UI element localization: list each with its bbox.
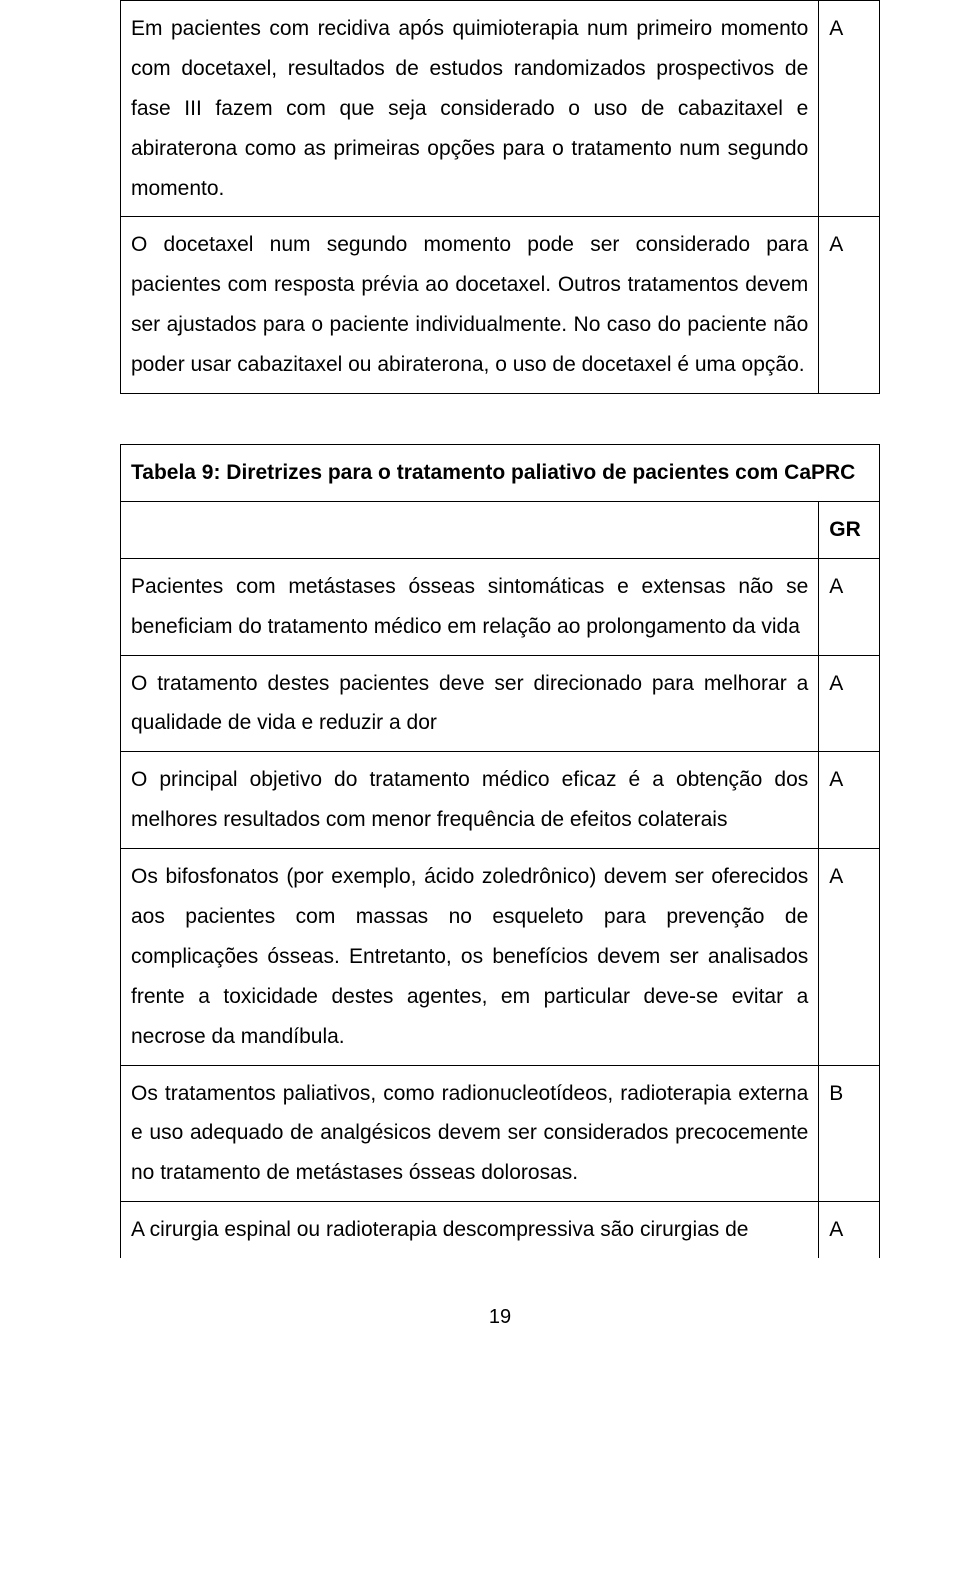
table-row: A cirurgia espinal ou radioterapia desco… <box>121 1202 880 1258</box>
row-text: A cirurgia espinal ou radioterapia desco… <box>121 1202 819 1258</box>
row-grade: A <box>819 217 880 394</box>
row-text: Os bifosfonatos (por exemplo, ácido zole… <box>121 849 819 1065</box>
table-row: Pacientes com metástases ósseas sintomát… <box>121 558 880 655</box>
row-text: Em pacientes com recidiva após quimioter… <box>121 1 819 217</box>
table-row: O principal objetivo do tratamento médic… <box>121 752 880 849</box>
row-grade: A <box>819 558 880 655</box>
page-number: 19 <box>120 1298 880 1336</box>
table-row: O docetaxel num segundo momento pode ser… <box>121 217 880 394</box>
row-grade: A <box>819 1202 880 1258</box>
empty-header <box>121 501 819 558</box>
table-title-row: Tabela 9: Diretrizes para o tratamento p… <box>121 445 880 502</box>
table-9: Tabela 9: Diretrizes para o tratamento p… <box>120 444 880 1258</box>
table-row: Em pacientes com recidiva após quimioter… <box>121 1 880 217</box>
table-row: Os tratamentos paliativos, como radionuc… <box>121 1065 880 1202</box>
table-continuation: Em pacientes com recidiva após quimioter… <box>120 0 880 394</box>
table-header-row: GR <box>121 501 880 558</box>
row-text: Os tratamentos paliativos, como radionuc… <box>121 1065 819 1202</box>
row-grade: A <box>819 752 880 849</box>
row-grade: B <box>819 1065 880 1202</box>
row-text: O principal objetivo do tratamento médic… <box>121 752 819 849</box>
row-grade: A <box>819 655 880 752</box>
row-text: O tratamento destes pacientes deve ser d… <box>121 655 819 752</box>
row-grade: A <box>819 849 880 1065</box>
gr-header: GR <box>819 501 880 558</box>
table-row: O tratamento destes pacientes deve ser d… <box>121 655 880 752</box>
row-text: O docetaxel num segundo momento pode ser… <box>121 217 819 394</box>
row-text: Pacientes com metástases ósseas sintomát… <box>121 558 819 655</box>
table-title: Tabela 9: Diretrizes para o tratamento p… <box>121 445 880 502</box>
document-page: Em pacientes com recidiva após quimioter… <box>0 0 960 1376</box>
row-grade: A <box>819 1 880 217</box>
table-row: Os bifosfonatos (por exemplo, ácido zole… <box>121 849 880 1065</box>
